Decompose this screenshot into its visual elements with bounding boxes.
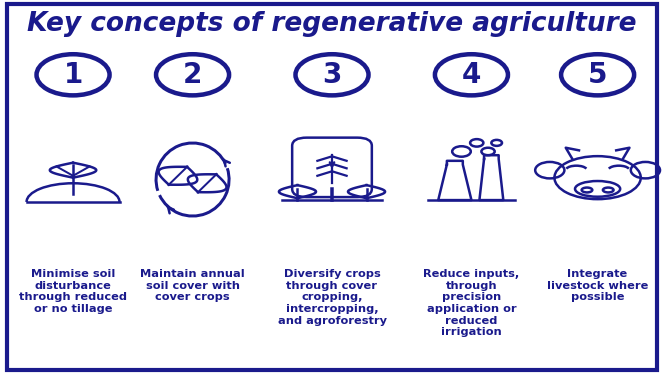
Text: 2: 2 xyxy=(183,61,203,89)
Text: 1: 1 xyxy=(64,61,82,89)
Text: Key concepts of regenerative agriculture: Key concepts of regenerative agriculture xyxy=(27,11,637,37)
Text: Reduce inputs,
through
precision
application or
reduced
irrigation: Reduce inputs, through precision applica… xyxy=(424,269,519,337)
Text: Minimise soil
disturbance
through reduced
or no tillage: Minimise soil disturbance through reduce… xyxy=(19,269,127,314)
Text: 3: 3 xyxy=(322,61,342,89)
Text: Integrate
livestock where
possible: Integrate livestock where possible xyxy=(547,269,648,303)
FancyBboxPatch shape xyxy=(7,4,657,370)
Text: Diversify crops
through cover
cropping,
intercropping,
and agroforestry: Diversify crops through cover cropping, … xyxy=(278,269,386,326)
Text: 4: 4 xyxy=(461,61,481,89)
Text: Maintain annual
soil cover with
cover crops: Maintain annual soil cover with cover cr… xyxy=(140,269,245,303)
Text: 5: 5 xyxy=(588,61,608,89)
